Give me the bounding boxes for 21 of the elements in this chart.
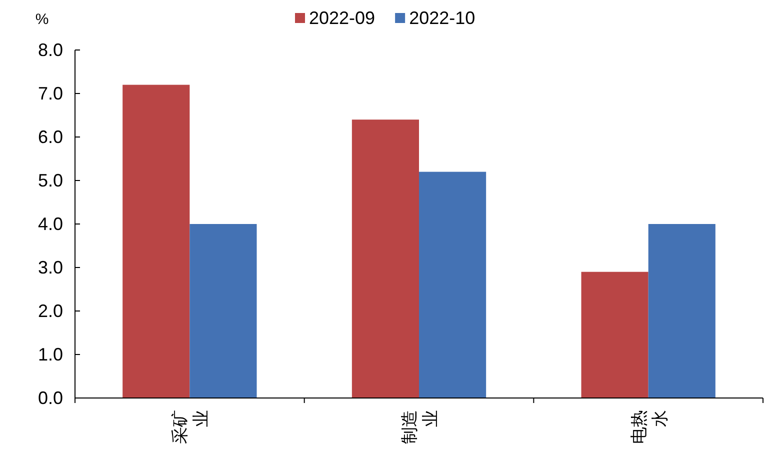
y-axis-title: % <box>35 11 49 28</box>
bar <box>419 172 486 398</box>
y-tick-label: 7.0 <box>38 83 63 104</box>
bar <box>190 224 257 398</box>
bar <box>122 84 190 398</box>
legend-label: 2022-10 <box>409 8 476 28</box>
y-tick-label: 8.0 <box>38 40 63 60</box>
y-tick-label: 5.0 <box>38 170 63 190</box>
y-tick-label: 2.0 <box>38 300 63 321</box>
legend-label: 2022-09 <box>309 8 376 28</box>
y-tick-label: 6.0 <box>38 126 63 147</box>
x-tick-label: 采矿业 <box>170 410 210 444</box>
y-tick-label: 0.0 <box>38 388 63 408</box>
bar <box>648 224 716 398</box>
y-tick-label: 4.0 <box>38 214 63 234</box>
x-tick-label: 制造业 <box>400 410 440 444</box>
bar <box>352 120 419 398</box>
y-tick-label: 3.0 <box>38 257 63 278</box>
x-tick-label: 电热水 <box>628 410 669 444</box>
y-tick-label: 1.0 <box>38 344 63 364</box>
bar <box>581 272 648 398</box>
